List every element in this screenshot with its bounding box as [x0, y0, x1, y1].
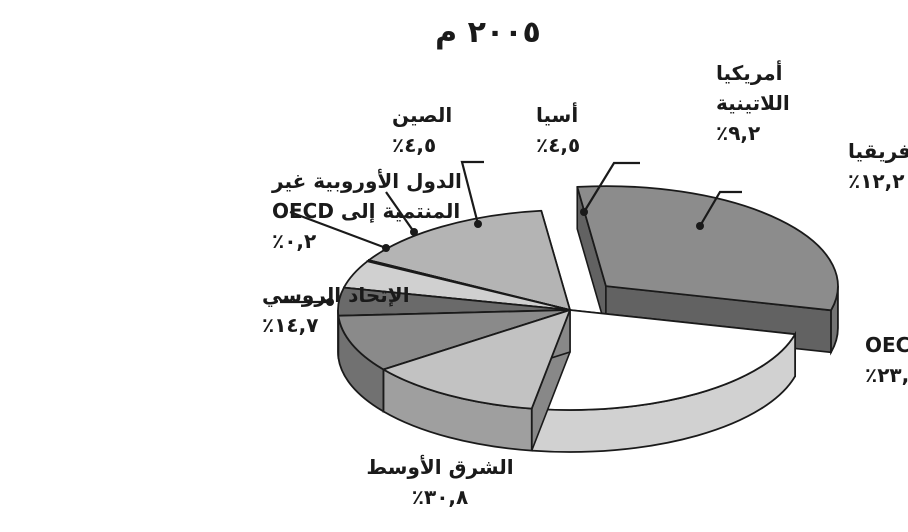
pie-slices — [337, 185, 839, 453]
slice-الشرق-الأوسط-label: الشرق الأوسط — [366, 454, 513, 479]
slice-أسيا-leader-dot — [474, 220, 482, 228]
slice-الصين-label: الصين — [392, 103, 452, 127]
slice-الإتحاد-الروسي-label: الإتحاد الروسي — [262, 283, 410, 308]
slice-الدول-الأوروبية-غير-المنتمية-إلى-OECD-leader-dot — [382, 244, 390, 252]
slice-أسيا-leader — [460, 160, 484, 225]
slice-الصين-leader — [385, 191, 415, 233]
slice-OECD-label: OECD — [865, 333, 908, 357]
slice-الدول-الأوروبية-غير-المنتمية-إلى-OECD-value: ٠,٢٪ — [272, 229, 316, 253]
leader-lines — [280, 160, 742, 306]
slice-الدول-الأوروبية-غير-المنتمية-إلى-OECD-leader — [289, 210, 387, 250]
slice-أمريكيا-اللاتينية-label: أمريكيا — [716, 59, 783, 85]
slice-أسيا-value: ٤,٥٪ — [536, 133, 580, 157]
slice-أفريقيا-value: ١٢,٢٪ — [848, 169, 904, 193]
slice-أمريكيا-اللاتينية-leader — [583, 161, 640, 213]
slice-أفريقيا-leader — [699, 190, 742, 227]
slice-labels: OECD ٢٣,٧٪ أفريقيا ١٢,٢٪ أمريكيا اللاتينية ٩,٢… — [262, 59, 908, 509]
slice-الصين-value: ٤,٥٪ — [392, 133, 436, 157]
slice-الصين-leader-dot — [410, 228, 418, 236]
slice-أمريكيا-اللاتينية-label: اللاتينية — [716, 91, 790, 115]
slice-أفريقيا-label: أفريقيا — [848, 137, 908, 163]
slice-OECD — [530, 309, 797, 453]
chart-title: ٢٠٠٥ م — [435, 15, 541, 50]
slice-أفريقيا-leader-dot — [696, 222, 704, 230]
slice-أفريقيا — [382, 308, 571, 452]
slice-أمريكيا-اللاتينية-value: ٩,٢٪ — [716, 121, 760, 145]
slice-الدول-الأوروبية-غير-المنتمية-إلى-OECD-label: المنتمية إلى OECD — [272, 199, 460, 223]
slice-الشرق-الأوسط-value: ٣٠,٨٪ — [412, 485, 468, 509]
slice-أسيا-label: أسيا — [536, 101, 578, 127]
slice-أمريكيا-اللاتينية-leader-dot — [580, 208, 588, 216]
slice-الإتحاد-الروسي-leader-dot — [326, 298, 334, 306]
slice-OECD-value: ٢٣,٧٪ — [865, 363, 908, 387]
slice-الدول-الأوروبية-غير-المنتمية-إلى-OECD-label: الدول الأوروبية غير — [271, 168, 462, 193]
slice-الشرق-الأوسط — [576, 185, 839, 356]
slice-الإتحاد-الروسي-value: ١٤,٧٪ — [262, 313, 318, 337]
